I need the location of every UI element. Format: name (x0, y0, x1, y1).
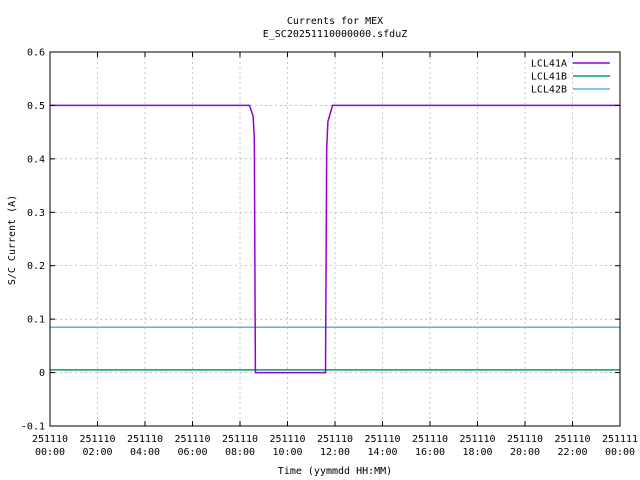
series-line-lcl41a (50, 104, 620, 374)
x-axis-label: Time (yymmdd HH:MM) (278, 466, 392, 477)
y-tick-labels: -0.1 0 0.1 0.2 0.3 0.4 0.5 0.6 (21, 48, 45, 433)
series-layer (50, 104, 620, 374)
x-tick-label-time: 12:00 (320, 447, 350, 458)
y-tick-label: 0.2 (27, 261, 45, 272)
y-tick-label: 0.6 (27, 48, 45, 59)
y-tick-label: 0.1 (27, 315, 45, 326)
x-tick-label-time: 16:00 (415, 447, 445, 458)
x-tick-label-date: 251111 (602, 434, 638, 445)
x-tick-label-time: 06:00 (177, 447, 207, 458)
y-tick-label: 0.5 (27, 101, 45, 112)
x-tick-label-time: 10:00 (272, 447, 302, 458)
y-axis-label: S/C Current (A) (7, 195, 18, 285)
x-tick-label-time: 22:00 (557, 447, 587, 458)
x-tick-label-date: 251110 (127, 434, 163, 445)
x-tick-label-time: 18:00 (462, 447, 492, 458)
tick-marks (49, 51, 621, 427)
x-tick-label-date: 251110 (459, 434, 495, 445)
y-tick-label: -0.1 (21, 422, 45, 433)
chart-subtitle: E_SC20251110000000.sfduZ (263, 29, 408, 40)
x-tick-label-time: 00:00 (35, 447, 65, 458)
legend-label: LCL41B (531, 72, 567, 83)
x-tick-label-time: 04:00 (130, 447, 160, 458)
x-tick-label-date: 251110 (554, 434, 590, 445)
x-tick-label-date: 251110 (79, 434, 115, 445)
y-tick-label: 0.4 (27, 154, 45, 165)
x-tick-labels: 251110 00:00 251110 02:00 251110 04:00 251110 0… (32, 434, 638, 458)
x-tick-label-time: 00:00 (605, 447, 635, 458)
legend-label: LCL41A (531, 59, 567, 70)
y-tick-label: 0 (39, 368, 45, 379)
x-tick-label-date: 251110 (174, 434, 210, 445)
x-tick-label-time: 02:00 (82, 447, 112, 458)
x-tick-label-time: 14:00 (367, 447, 397, 458)
x-tick-label-date: 251110 (32, 434, 68, 445)
x-tick-label-date: 251110 (412, 434, 448, 445)
x-tick-label-date: 251110 (269, 434, 305, 445)
y-tick-label: 0.3 (27, 208, 45, 219)
x-tick-label-date: 251110 (222, 434, 258, 445)
chart-title: Currents for MEX (287, 16, 383, 27)
x-tick-label-time: 08:00 (225, 447, 255, 458)
x-tick-label-date: 251110 (317, 434, 353, 445)
x-tick-label-date: 251110 (364, 434, 400, 445)
legend-label: LCL42B (531, 85, 567, 96)
legend: LCL41A LCL41B LCL42B (531, 59, 610, 96)
x-tick-label-date: 251110 (507, 434, 543, 445)
x-tick-label-time: 20:00 (510, 447, 540, 458)
